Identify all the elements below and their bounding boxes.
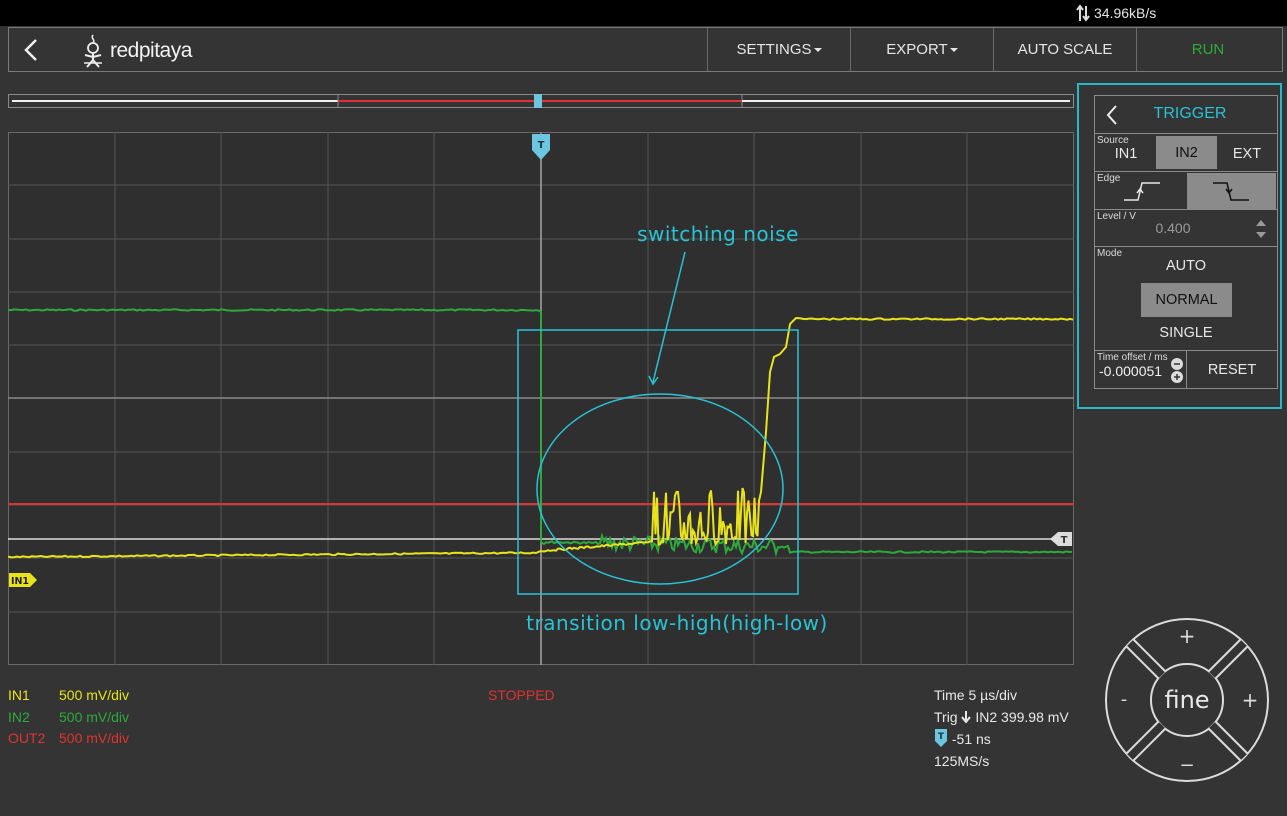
transfer-rate: 34.96kB/s: [1075, 3, 1156, 23]
in2-scale: 500 mV/div: [59, 707, 129, 729]
falling-edge-icon: [1187, 173, 1276, 209]
switching-noise-label: switching noise: [637, 222, 799, 246]
out2-info: OUT2 500 mV/div: [8, 728, 129, 750]
in1-name: IN1: [8, 685, 59, 707]
logo-text: redpitaya: [110, 39, 192, 63]
edge-label: Edge: [1097, 173, 1120, 184]
trigger-marker-icon: T: [934, 728, 948, 748]
time-per-div: Time 5 µs/div: [934, 685, 1069, 707]
trigger-info: Trig IN2 399.98 mV: [934, 707, 1069, 729]
scrollbar-handle[interactable]: [534, 94, 542, 108]
mode-label: Mode: [1097, 248, 1122, 259]
time-scrollbar[interactable]: [8, 92, 1074, 110]
source-ext-button[interactable]: EXT: [1218, 146, 1276, 162]
trigger-marker-icon-text: T: [938, 732, 945, 742]
redpitaya-logo: redpitaya: [80, 32, 210, 70]
redpitaya-mascot-icon: [80, 33, 106, 69]
time-offset-input[interactable]: -0.000051: [1099, 363, 1162, 379]
level-input[interactable]: 0.400: [1120, 220, 1226, 236]
jog-down-label: −: [1179, 755, 1194, 776]
jog-fine-button[interactable]: fine: [1164, 686, 1209, 714]
run-label: RUN: [1192, 41, 1225, 58]
caret-down-icon: [814, 48, 822, 52]
export-label: EXPORT: [886, 41, 947, 58]
reset-button[interactable]: RESET: [1187, 362, 1277, 378]
trigger-panel-back-button[interactable]: [1100, 100, 1124, 130]
autoscale-button[interactable]: AUTO SCALE: [993, 28, 1136, 71]
rising-edge-button[interactable]: [1120, 179, 1164, 205]
chevron-left-icon: [1100, 100, 1124, 130]
transition-label: transition low-high(high-low): [526, 611, 828, 635]
falling-edge-button[interactable]: [1187, 173, 1276, 209]
trigger-panel-title: TRIGGER: [1130, 105, 1250, 123]
in2-info: IN2 500 mV/div: [8, 707, 129, 729]
jog-up-label: +: [1179, 624, 1196, 648]
jog-left-button[interactable]: [1108, 675, 1148, 725]
source-label: Source: [1097, 135, 1129, 146]
mode-normal-button[interactable]: NORMAL: [1141, 283, 1232, 317]
run-button[interactable]: RUN: [1136, 28, 1279, 71]
back-button[interactable]: [16, 31, 48, 69]
source-in1-button[interactable]: IN1: [1097, 146, 1155, 162]
out2-scale: 500 mV/div: [59, 728, 129, 750]
level-stepper[interactable]: [1254, 217, 1268, 241]
in1-info: IN1 500 mV/div: [8, 685, 129, 707]
jog-wheel: + − - + fine: [1104, 617, 1270, 783]
channel-info: IN1 500 mV/div IN2 500 mV/div OUT2 500 mV/d…: [8, 685, 129, 750]
in1-offset-marker-text: IN1: [11, 576, 29, 587]
mode-single-button[interactable]: SINGLE: [1140, 325, 1232, 341]
chevron-left-icon: [16, 31, 48, 69]
divider: [1095, 246, 1277, 247]
trigger-info-value: IN2 399.98 mV: [975, 709, 1068, 725]
divider: [1095, 133, 1277, 134]
settings-menu-button[interactable]: SETTINGS: [707, 28, 850, 71]
time-offset-stepper[interactable]: [1170, 357, 1184, 385]
divider: [1095, 171, 1277, 172]
plus-minus-stepper-icon: [1170, 357, 1184, 385]
acquisition-status: STOPPED: [488, 687, 555, 703]
time-offset-value: -51 ns: [952, 731, 991, 747]
jog-left-label: -: [1121, 689, 1128, 710]
out2-name: OUT2: [8, 728, 59, 750]
trigger-level-marker-text: T: [1061, 535, 1068, 546]
rising-edge-icon: [1120, 179, 1164, 205]
up-down-arrows-icon: [1075, 3, 1091, 23]
source-in2-button[interactable]: IN2: [1156, 136, 1217, 169]
trigger-time-marker-text: T: [538, 140, 545, 151]
divider: [1095, 209, 1277, 210]
arrow-down-icon: [961, 711, 971, 723]
stepper-arrows-icon: [1254, 217, 1268, 241]
in1-scale: 500 mV/div: [59, 685, 129, 707]
timing-info: Time 5 µs/div Trig IN2 399.98 mV T -51 n…: [934, 685, 1069, 772]
time-offset-info: T -51 ns: [934, 728, 1069, 751]
jog-right-label: +: [1242, 688, 1259, 712]
in2-name: IN2: [8, 707, 59, 729]
caret-down-icon: [950, 48, 958, 52]
mode-auto-button[interactable]: AUTO: [1140, 258, 1232, 274]
scope-plot[interactable]: T T IN1 switching noise transition low-h…: [8, 132, 1074, 665]
sample-rate: 125MS/s: [934, 751, 1069, 773]
autoscale-label: AUTO SCALE: [1018, 41, 1113, 58]
trigger-info-prefix: Trig: [934, 709, 958, 725]
export-menu-button[interactable]: EXPORT: [850, 28, 993, 71]
transfer-rate-value: 34.96kB/s: [1094, 5, 1156, 21]
settings-label: SETTINGS: [736, 41, 811, 58]
